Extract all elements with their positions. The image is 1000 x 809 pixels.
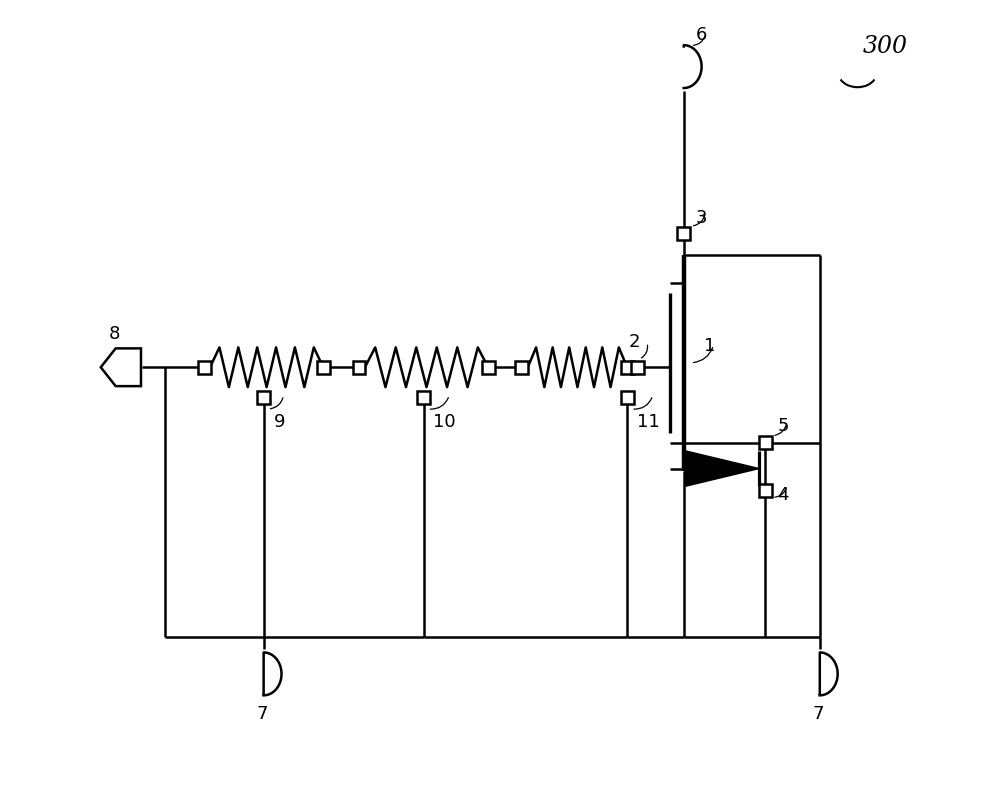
Text: 3: 3 [696,210,707,227]
Polygon shape [257,391,270,404]
Text: 11: 11 [637,413,660,431]
Text: 8: 8 [109,325,120,344]
Text: 10: 10 [433,413,456,431]
Text: 7: 7 [257,705,268,722]
Text: 5: 5 [777,417,789,434]
Polygon shape [353,361,365,374]
Polygon shape [759,484,772,497]
Text: 6: 6 [696,26,707,44]
Text: 1: 1 [704,337,715,355]
Text: 300: 300 [862,36,907,58]
Polygon shape [621,391,634,404]
Text: 9: 9 [274,413,285,431]
Polygon shape [677,227,690,239]
Polygon shape [417,391,430,404]
Polygon shape [631,361,644,374]
Polygon shape [317,361,330,374]
Polygon shape [759,436,772,449]
Text: 4: 4 [777,486,789,504]
Text: 2: 2 [629,333,641,351]
Polygon shape [685,451,759,486]
Polygon shape [482,361,495,374]
Polygon shape [621,361,634,374]
Polygon shape [515,361,528,374]
Text: 7: 7 [813,705,824,722]
Polygon shape [198,361,211,374]
